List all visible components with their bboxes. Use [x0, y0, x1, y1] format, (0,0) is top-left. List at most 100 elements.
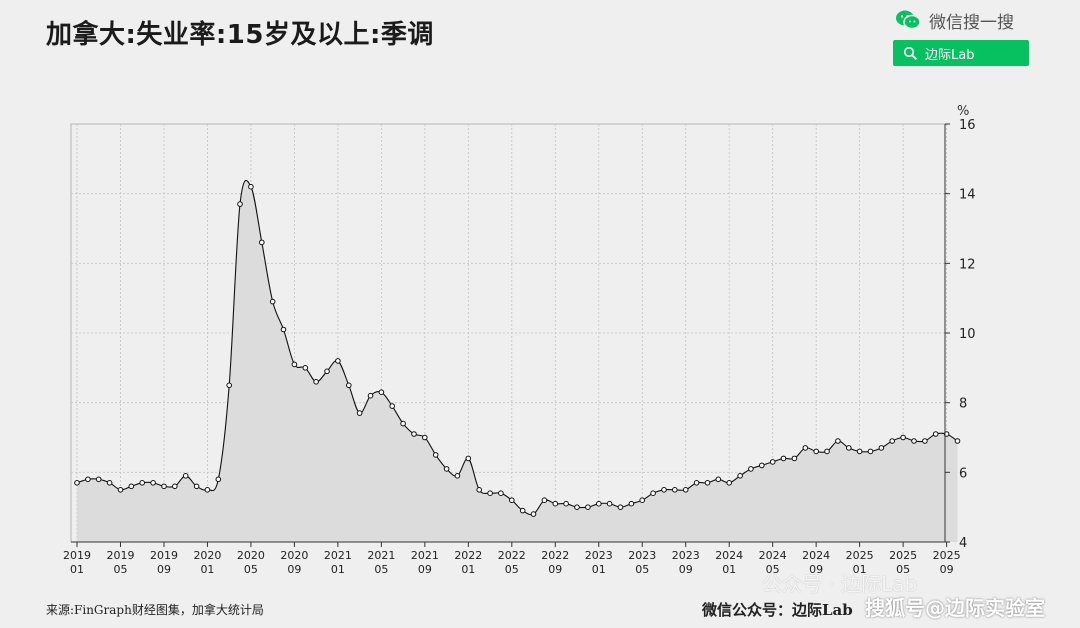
data-point: [280, 326, 287, 333]
data-point: [563, 500, 569, 507]
data-point: [302, 365, 309, 371]
data-point: [106, 480, 113, 486]
data-point: [324, 368, 330, 375]
data-point: [824, 448, 830, 455]
x-tick-label-month: 01: [722, 563, 736, 576]
x-tick-label-year: 2025: [846, 549, 874, 562]
x-tick-label-month: 09: [548, 563, 562, 576]
y-tick-label: 12: [959, 257, 976, 272]
x-tick-label-month: 09: [679, 563, 693, 576]
data-point: [498, 490, 504, 497]
x-tick-label-month: 09: [157, 563, 171, 576]
data-point: [846, 445, 852, 451]
data-point: [650, 490, 656, 497]
data-point: [139, 480, 145, 486]
x-tick-label-year: 2021: [411, 549, 439, 562]
data-point: [389, 403, 396, 409]
data-point: [161, 483, 167, 490]
data-point: [932, 431, 939, 437]
data-point: [519, 507, 526, 514]
data-point: [204, 487, 211, 493]
data-point: [476, 487, 483, 493]
data-point: [128, 483, 135, 490]
y-tick-label: 6: [959, 466, 967, 481]
data-point: [509, 497, 515, 504]
data-point: [889, 438, 896, 444]
data-point: [74, 480, 80, 486]
search-button-label: 边际Lab: [925, 47, 975, 63]
data-point: [835, 438, 841, 444]
data-point: [378, 389, 385, 396]
data-point: [259, 239, 265, 246]
x-tick-label-month: 05: [113, 563, 127, 576]
data-point: [661, 487, 667, 493]
x-tick-label-year: 2023: [672, 549, 700, 562]
data-point: [335, 358, 341, 364]
y-tick-label: 10: [959, 327, 976, 342]
x-tick-label-month: 05: [766, 563, 780, 576]
data-point: [400, 420, 406, 427]
data-point: [172, 483, 178, 490]
series-area: [77, 180, 958, 543]
x-tick-label-year: 2024: [759, 549, 787, 562]
data-point: [237, 201, 243, 207]
data-point: [541, 497, 548, 504]
x-tick-label-year: 2022: [454, 549, 482, 562]
data-point: [432, 452, 439, 458]
x-tick-label-month: 05: [244, 563, 258, 576]
data-point: [422, 434, 428, 441]
x-tick-label-month: 01: [200, 563, 214, 576]
data-point: [552, 500, 559, 507]
x-tick-label-year: 2023: [628, 549, 656, 562]
x-tick-label-year: 2021: [367, 549, 395, 562]
account-note: 微信公众号：边际Lab: [702, 601, 853, 619]
data-point: [715, 476, 722, 483]
data-point: [628, 500, 635, 507]
x-tick-label-month: 01: [70, 563, 84, 576]
series-points: [74, 183, 961, 517]
x-tick-label-year: 2022: [498, 549, 526, 562]
wechat-icon: [896, 10, 921, 30]
data-point: [813, 448, 820, 455]
data-point: [215, 476, 222, 483]
data-point: [617, 504, 624, 511]
x-tick-label-month: 09: [287, 563, 301, 576]
data-point: [443, 466, 450, 472]
data-point: [585, 504, 591, 511]
x-tick-label-year: 2024: [715, 549, 743, 562]
data-point: [726, 480, 733, 486]
data-point: [411, 431, 417, 437]
data-point: [574, 504, 580, 511]
x-tick-label-year: 2019: [150, 549, 178, 562]
data-point: [911, 438, 917, 444]
x-tick-label-year: 2019: [106, 549, 134, 562]
chart-grid: [70, 123, 947, 543]
data-point: [117, 487, 124, 493]
y-tick-label: 8: [959, 397, 967, 412]
data-point: [954, 438, 961, 444]
data-point: [226, 382, 232, 389]
x-tick-label-year: 2019: [63, 549, 91, 562]
watermark-text: 公众号 · 边际Lab: [762, 572, 918, 596]
wechat-search-brand: 微信搜一搜: [895, 8, 1014, 33]
x-tick-label-year: 2025: [889, 549, 917, 562]
x-tick-label-month: 09: [940, 563, 954, 576]
data-point: [878, 445, 885, 451]
data-point: [465, 455, 472, 462]
chart-axes: 4681012141620190120190520190920200120200…: [63, 118, 976, 576]
x-tick-label-year: 2022: [541, 549, 569, 562]
x-tick-label-month: 09: [418, 563, 432, 576]
search-button[interactable]: 边际Lab: [893, 40, 1029, 66]
watermark-official-account: 公众号 · 边际Lab: [762, 568, 917, 597]
y-axis-unit: %: [957, 104, 969, 119]
data-point: [487, 490, 493, 497]
data-point: [269, 298, 276, 305]
x-tick-label-month: 05: [374, 563, 388, 576]
data-point: [693, 480, 700, 486]
data-point: [291, 361, 298, 368]
x-tick-label-month: 05: [896, 563, 910, 576]
data-point: [759, 462, 765, 469]
x-tick-label-year: 2021: [324, 549, 352, 562]
page-title: 加拿大:失业率:15岁及以上:季调: [46, 20, 434, 50]
